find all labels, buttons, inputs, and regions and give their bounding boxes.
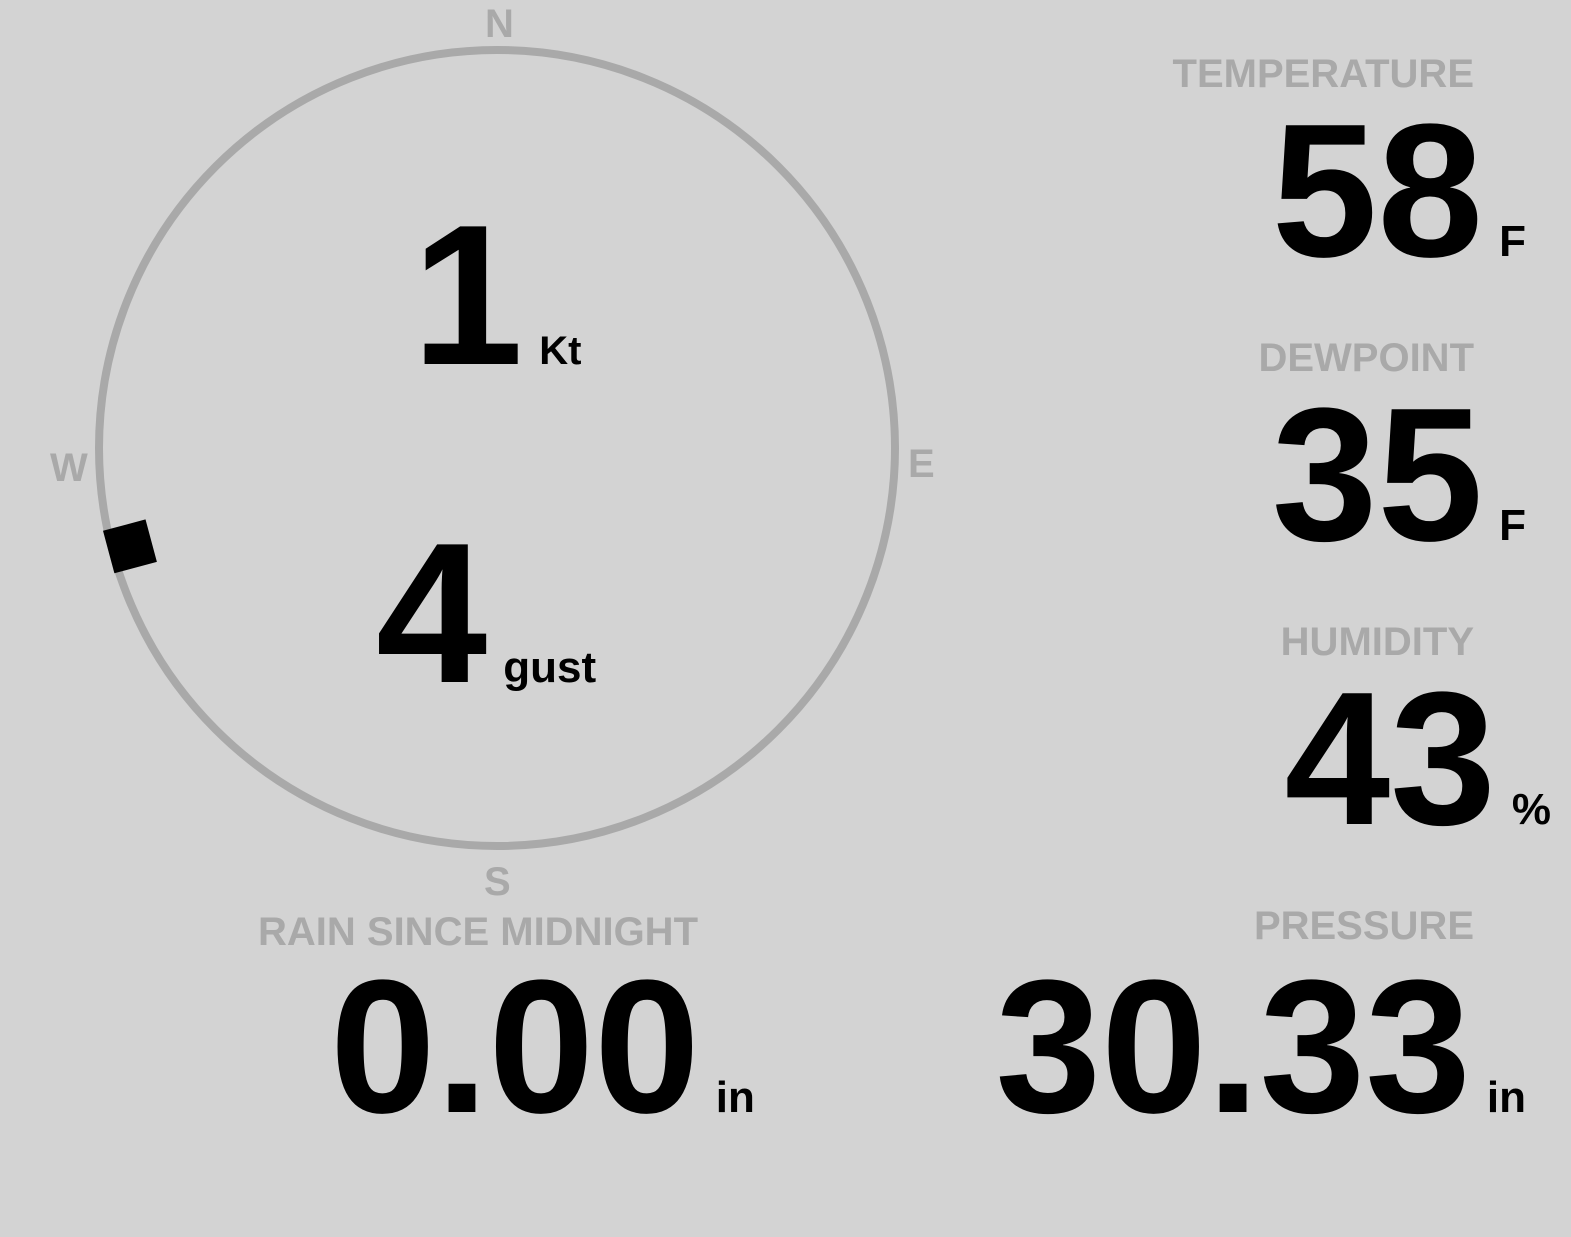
pressure-unit: in [1486, 1073, 1526, 1122]
wind-speed-unit: Kt [539, 329, 582, 373]
compass-east: E [908, 442, 935, 486]
rain: 0.00 in [330, 952, 755, 1142]
dewpoint-unit: F [1499, 501, 1526, 550]
compass-ring [95, 46, 899, 850]
pressure: 30.33 in [995, 952, 1526, 1142]
wind-gust-unit: gust [503, 643, 597, 692]
temperature-label: TEMPERATURE [1172, 52, 1474, 96]
humidity-label: HUMIDITY [1280, 620, 1474, 664]
humidity-unit: % [1511, 785, 1551, 834]
temperature-unit: F [1499, 217, 1526, 266]
wind-direction-marker [103, 519, 157, 574]
dewpoint-value: 35 [1271, 369, 1484, 581]
wind-speed-value: 1 [412, 184, 524, 407]
rain-label: RAIN SINCE MIDNIGHT [258, 910, 698, 954]
wind-speed: 1 Kt [412, 196, 581, 396]
humidity: 43 % [1285, 664, 1551, 854]
compass-north: N [485, 2, 514, 46]
humidity-value: 43 [1284, 653, 1496, 865]
compass-south: S [484, 860, 511, 904]
temperature: 58 F [1272, 96, 1526, 286]
wind-compass [95, 46, 899, 850]
rain-value: 0.00 [330, 941, 700, 1153]
temperature-value: 58 [1271, 85, 1484, 297]
dewpoint-label: DEWPOINT [1258, 336, 1474, 380]
wind-gust-value: 4 [376, 502, 488, 725]
rain-unit: in [715, 1073, 755, 1122]
dewpoint: 35 F [1272, 380, 1526, 570]
pressure-label: PRESSURE [1253, 904, 1474, 948]
compass-west: W [50, 446, 88, 490]
wind-gust: 4 gust [376, 514, 596, 714]
pressure-value: 30.33 [995, 941, 1471, 1153]
